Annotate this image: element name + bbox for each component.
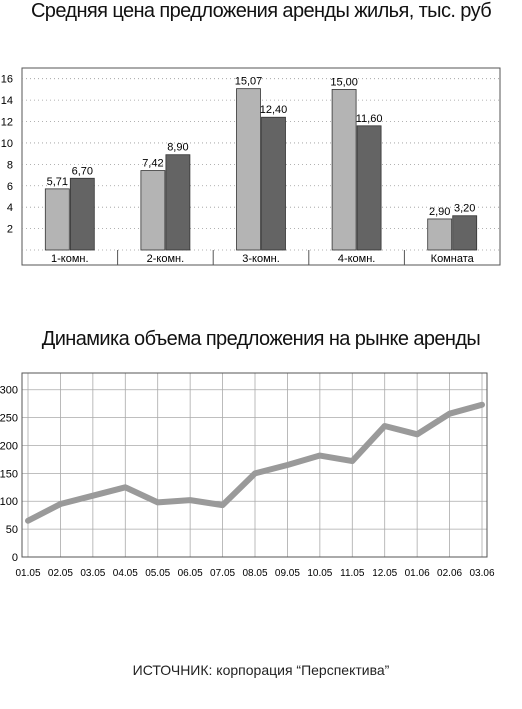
- data-label: 5,71: [47, 176, 68, 188]
- data-point: [285, 463, 290, 467]
- x-tick-label: 10.05: [307, 568, 332, 579]
- bar: [165, 154, 191, 251]
- data-point: [188, 498, 193, 503]
- y-tick-label: 100: [0, 496, 18, 508]
- x-tick-label: 01.06: [405, 568, 430, 579]
- source-note: ИСТОЧНИК: корпорация “Перспектива”: [132, 662, 390, 678]
- data-label: 2,90: [429, 206, 450, 218]
- data-label: 11,60: [356, 113, 383, 125]
- x-tick-label: 09.05: [275, 568, 300, 579]
- data-point: [350, 459, 355, 464]
- data-point: [415, 432, 420, 437]
- data-label: 15,00: [330, 76, 358, 88]
- x-tick-label: 4-комн.: [338, 253, 376, 265]
- y-tick-label: 12: [1, 117, 13, 129]
- y-tick-label: 300: [0, 385, 18, 397]
- y-tick-label: 0: [12, 552, 18, 564]
- x-tick-label: 1-комн.: [51, 253, 89, 265]
- x-tick-label: Комната: [431, 253, 475, 265]
- data-point: [382, 423, 387, 428]
- data-point: [317, 453, 322, 458]
- data-label: 8,90: [167, 142, 188, 154]
- data-point: [447, 411, 452, 416]
- data-point: [480, 402, 484, 407]
- y-tick-label: 14: [1, 95, 13, 107]
- chart2-title: Динамика объема предложения на рынке аре…: [41, 328, 481, 350]
- y-tick-label: 250: [0, 413, 18, 425]
- x-tick-label: 02.05: [48, 568, 73, 579]
- y-tick-label: 50: [6, 524, 18, 536]
- data-point: [58, 502, 63, 507]
- chart1-title: Средняя цена предложения аренды жилья, т…: [30, 0, 492, 22]
- y-tick-label: 6: [7, 181, 13, 193]
- data-point: [26, 518, 30, 523]
- data-label: 12,40: [260, 104, 288, 116]
- y-tick-label: 2: [7, 224, 13, 236]
- x-tick-label: 3-комн.: [242, 253, 280, 265]
- x-tick-label: 05.05: [145, 568, 170, 579]
- x-tick-label: 03.06: [469, 568, 494, 579]
- bar: [140, 170, 166, 251]
- data-label: 15,07: [235, 76, 263, 88]
- bar: [427, 218, 453, 251]
- y-tick-label: 16: [1, 74, 13, 86]
- x-tick-label: 2-комн.: [147, 253, 185, 265]
- y-tick-label: 200: [0, 440, 18, 452]
- bar: [331, 89, 357, 251]
- y-tick-label: 8: [7, 159, 13, 171]
- y-tick-label: 10: [1, 138, 13, 150]
- y-tick-label: 150: [0, 468, 18, 480]
- data-point: [90, 493, 95, 498]
- plot-frame: [21, 372, 488, 558]
- bar: [236, 88, 261, 251]
- bar: [452, 215, 478, 251]
- data-label: 3,20: [454, 203, 475, 215]
- data-label: 6,70: [72, 165, 93, 177]
- data-label: 7,42: [142, 158, 163, 170]
- x-tick-label: 08.05: [242, 568, 267, 579]
- x-tick-label: 02.06: [437, 568, 462, 579]
- bar: [261, 116, 286, 251]
- y-tick-label: 4: [7, 202, 13, 214]
- x-tick-label: 06.05: [178, 568, 203, 579]
- x-tick-label: 04.05: [113, 568, 138, 579]
- data-point: [123, 485, 128, 490]
- x-tick-label: 07.05: [210, 568, 235, 579]
- plot-frame: [21, 67, 501, 266]
- bar: [356, 125, 382, 251]
- x-tick-label: 01.05: [15, 568, 40, 579]
- data-point: [155, 500, 160, 505]
- x-tick-label: 03.05: [80, 568, 105, 579]
- bar: [44, 188, 70, 251]
- x-tick-label: 12.05: [372, 568, 397, 579]
- x-tick-label: 11.05: [340, 568, 365, 579]
- data-point: [253, 471, 257, 476]
- data-point: [220, 503, 225, 508]
- bar: [69, 177, 95, 251]
